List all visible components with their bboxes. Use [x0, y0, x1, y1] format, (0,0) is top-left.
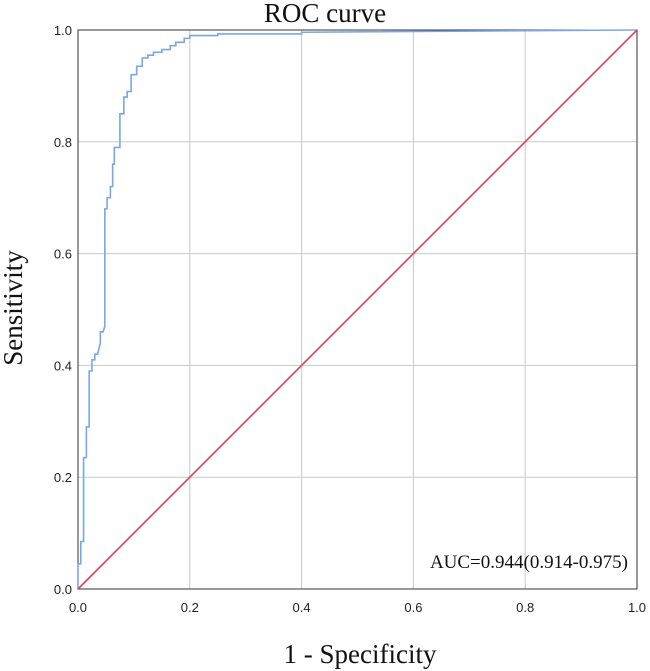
- y-tick-labels: 0.0 0.2 0.4 0.6 0.8 1.0: [54, 23, 72, 597]
- x-tick-label: 0.2: [181, 600, 199, 615]
- x-tick-label: 0.4: [293, 600, 311, 615]
- series-layer: [77, 29, 638, 590]
- chart-title: ROC curve: [264, 0, 386, 28]
- reference-diagonal-line: [77, 29, 638, 590]
- x-tick-labels: 0.0 0.2 0.4 0.6 0.8 1.0: [69, 600, 646, 615]
- x-tick-label: 0.8: [516, 600, 534, 615]
- y-tick-label: 0.0: [54, 582, 72, 597]
- y-tick-label: 0.6: [54, 247, 72, 262]
- x-tick-label: 0.0: [69, 600, 87, 615]
- y-tick-label: 0.2: [54, 470, 72, 485]
- x-tick-label: 0.6: [404, 600, 422, 615]
- auc-annotation: AUC=0.944(0.914-0.975): [430, 552, 628, 573]
- plot-area-frame: [77, 29, 638, 590]
- y-tick-label: 1.0: [54, 23, 72, 38]
- x-tick-label: 1.0: [628, 600, 646, 615]
- y-axis-label: Sensitivity: [0, 250, 28, 366]
- roc-curve-line: [77, 29, 638, 589]
- y-tick-label: 0.8: [54, 135, 72, 150]
- x-axis-label: 1 - Specificity: [284, 639, 437, 669]
- y-tick-label: 0.4: [54, 358, 72, 373]
